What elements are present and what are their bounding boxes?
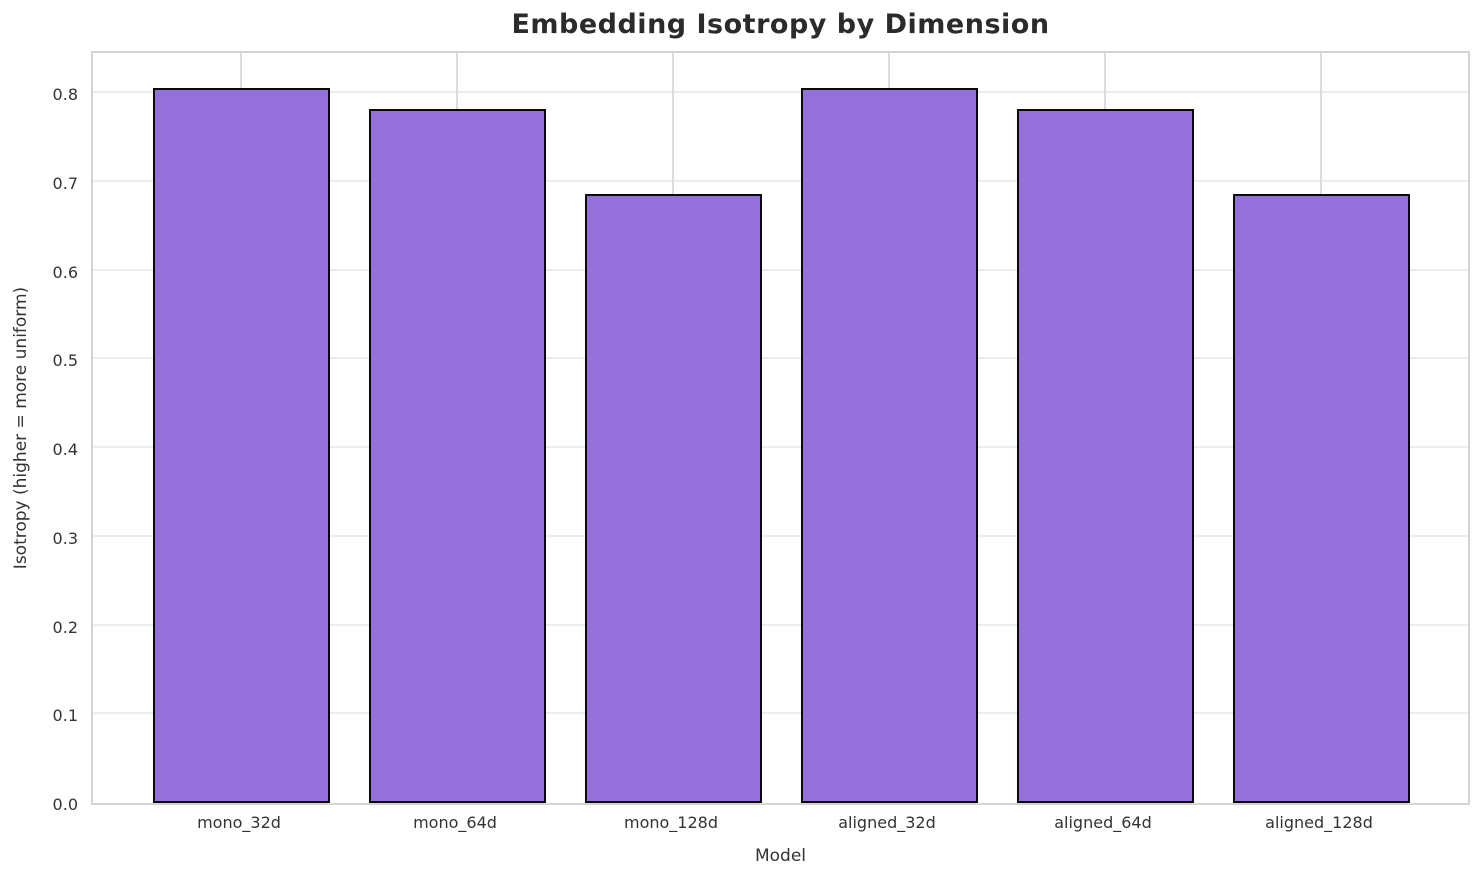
bar-mono_32d	[152, 88, 330, 803]
x-tick-label-mono_64d: mono_64d	[413, 813, 497, 832]
y-tick-label: 0.5	[52, 351, 78, 371]
y-tick-label: 0.8	[52, 85, 78, 105]
y-tick-label: 0.6	[52, 262, 78, 282]
x-axis-label: Model	[754, 846, 807, 866]
y-tick-label: 0.2	[52, 617, 78, 637]
x-tick-label-aligned_128d: aligned_128d	[1265, 813, 1373, 832]
horizontal-gridline	[93, 712, 1468, 715]
y-tick-label: 0.4	[52, 440, 78, 460]
horizontal-gridline	[93, 446, 1468, 449]
bar-mono_128d	[584, 193, 762, 803]
bar-aligned_32d	[800, 88, 978, 803]
horizontal-gridline	[93, 623, 1468, 626]
y-tick-label: 0.3	[52, 528, 78, 548]
bar-aligned_128d	[1232, 193, 1410, 803]
y-tick-label: 0.0	[52, 795, 78, 814]
horizontal-gridline	[93, 180, 1468, 183]
y-axis-label: Isotropy (higher = more uniform)	[11, 286, 31, 570]
bar-aligned_64d	[1016, 109, 1194, 803]
x-tick-label-mono_128d: mono_128d	[624, 813, 718, 832]
plot-area	[91, 51, 1470, 805]
y-tick-label: 0.7	[52, 174, 78, 194]
x-tick-label-aligned_32d: aligned_32d	[838, 813, 936, 832]
x-tick-label-aligned_64d: aligned_64d	[1054, 813, 1152, 832]
horizontal-gridline	[93, 91, 1468, 94]
chart-title: Embedding Isotropy by Dimension	[511, 9, 1050, 40]
horizontal-gridline	[93, 534, 1468, 537]
horizontal-gridline	[93, 268, 1468, 271]
horizontal-gridline	[93, 357, 1468, 360]
x-tick-label-mono_32d: mono_32d	[197, 813, 281, 832]
y-tick-label: 0.1	[52, 706, 78, 726]
bar-mono_64d	[368, 109, 546, 803]
